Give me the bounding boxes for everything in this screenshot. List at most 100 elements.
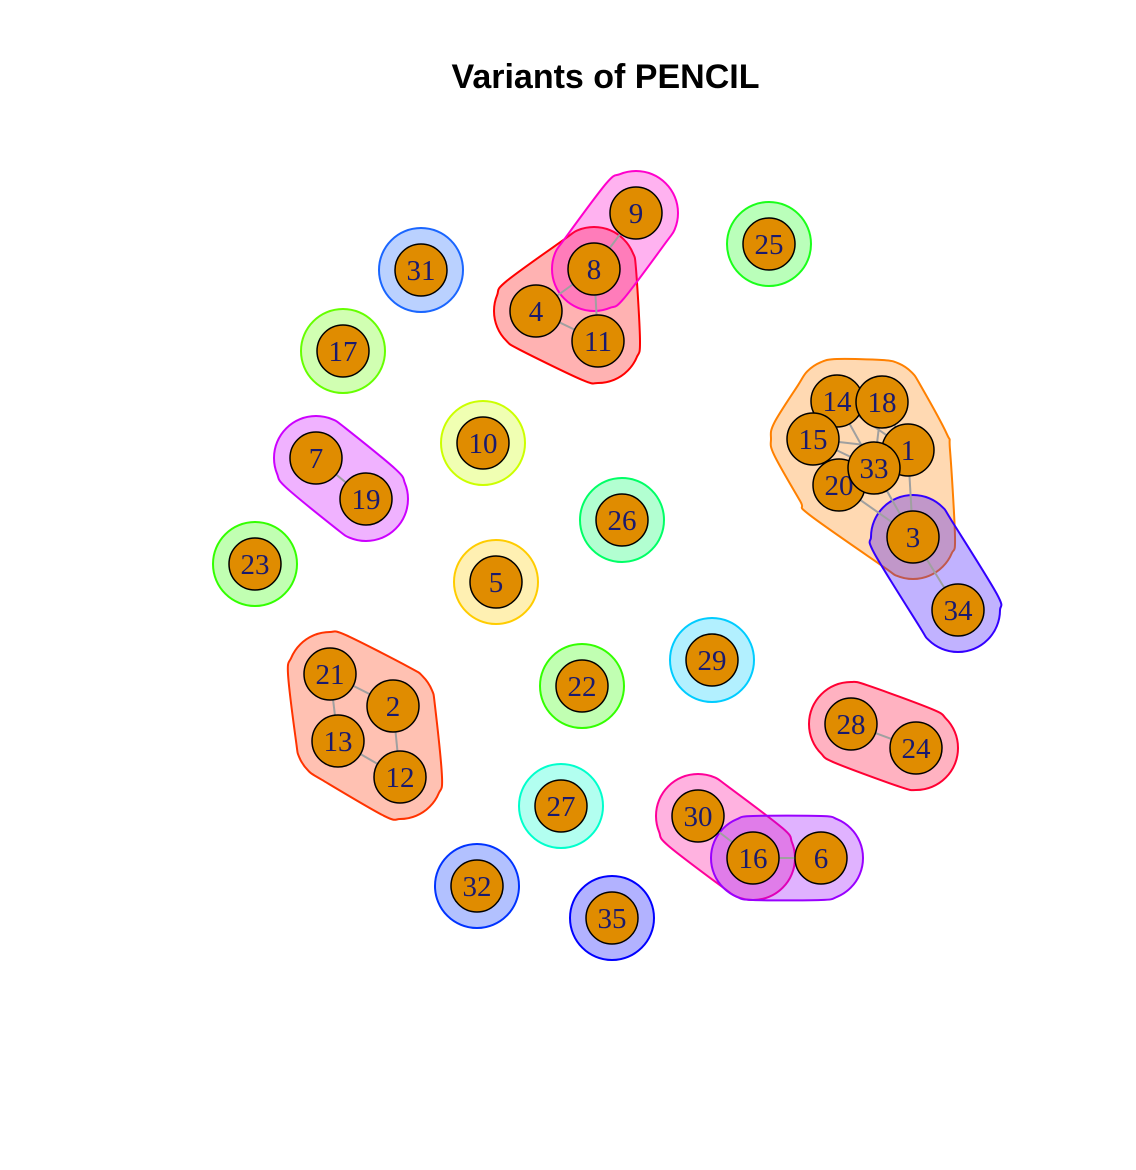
node-circle <box>571 314 625 368</box>
node-label: 1 <box>901 435 916 467</box>
node-circle <box>456 416 510 470</box>
node-circle <box>685 633 739 687</box>
node-label: 15 <box>799 424 828 456</box>
node-32: 32 <box>450 859 504 913</box>
node-circle <box>671 789 725 843</box>
node-7: 7 <box>289 431 343 485</box>
node-5: 5 <box>469 555 523 609</box>
node-circle <box>534 779 588 833</box>
node-circle <box>609 186 663 240</box>
node-label: 6 <box>814 843 829 875</box>
node-circle <box>469 555 523 609</box>
node-label: 19 <box>352 484 381 516</box>
node-label: 16 <box>739 843 768 875</box>
node-label: 26 <box>608 505 637 537</box>
node-circle <box>555 659 609 713</box>
node-circle <box>311 714 365 768</box>
node-circle <box>824 697 878 751</box>
node-19: 19 <box>339 472 393 526</box>
node-14: 14 <box>810 374 864 428</box>
node-label: 30 <box>684 801 713 833</box>
node-9: 9 <box>609 186 663 240</box>
node-label: 32 <box>463 871 492 903</box>
node-21: 21 <box>303 647 357 701</box>
node-15: 15 <box>786 412 840 466</box>
node-circle <box>742 217 796 271</box>
node-12: 12 <box>373 750 427 804</box>
node-10: 10 <box>456 416 510 470</box>
node-23: 23 <box>228 537 282 591</box>
node-3: 3 <box>886 510 940 564</box>
node-label: 21 <box>316 659 345 691</box>
node-label: 29 <box>698 645 727 677</box>
node-circle <box>373 750 427 804</box>
node-22: 22 <box>555 659 609 713</box>
node-label: 2 <box>386 691 401 723</box>
node-18: 18 <box>855 375 909 429</box>
node-24: 24 <box>889 721 943 775</box>
node-circle <box>228 537 282 591</box>
node-25: 25 <box>742 217 796 271</box>
node-label: 34 <box>944 595 974 627</box>
node-label: 10 <box>469 428 498 460</box>
node-33: 33 <box>847 441 901 495</box>
chart-title: Variants of PENCIL <box>451 58 760 96</box>
node-circle <box>886 510 940 564</box>
node-2: 2 <box>366 679 420 733</box>
node-circle <box>855 375 909 429</box>
node-label: 17 <box>329 336 358 368</box>
node-26: 26 <box>595 493 649 547</box>
node-circle <box>303 647 357 701</box>
node-27: 27 <box>534 779 588 833</box>
node-label: 27 <box>547 791 576 823</box>
node-circle <box>316 324 370 378</box>
node-28: 28 <box>824 697 878 751</box>
node-label: 28 <box>837 709 866 741</box>
node-circle <box>786 412 840 466</box>
node-circle <box>847 441 901 495</box>
node-label: 23 <box>241 549 270 581</box>
node-label: 25 <box>755 229 784 261</box>
node-label: 31 <box>407 255 436 287</box>
node-label: 18 <box>868 387 897 419</box>
node-circle <box>394 243 448 297</box>
node-label: 3 <box>906 522 921 554</box>
node-label: 35 <box>598 903 627 935</box>
node-label: 14 <box>823 386 853 418</box>
node-34: 34 <box>931 583 985 637</box>
node-6: 6 <box>794 831 848 885</box>
node-circle <box>931 583 985 637</box>
node-29: 29 <box>685 633 739 687</box>
node-13: 13 <box>311 714 365 768</box>
node-circle <box>794 831 848 885</box>
node-16: 16 <box>726 831 780 885</box>
node-circle <box>509 284 563 338</box>
node-label: 22 <box>568 671 597 703</box>
node-label: 13 <box>324 726 353 758</box>
node-label: 8 <box>587 254 602 286</box>
node-4: 4 <box>509 284 563 338</box>
node-circle <box>585 891 639 945</box>
node-11: 11 <box>571 314 625 368</box>
node-label: 9 <box>629 198 644 230</box>
node-circle <box>567 242 621 296</box>
node-label: 4 <box>529 296 544 328</box>
node-circle <box>339 472 393 526</box>
node-31: 31 <box>394 243 448 297</box>
node-17: 17 <box>316 324 370 378</box>
node-label: 5 <box>489 567 504 599</box>
node-30: 30 <box>671 789 725 843</box>
node-label: 12 <box>386 762 415 794</box>
node-35: 35 <box>585 891 639 945</box>
node-label: 11 <box>584 326 612 358</box>
node-circle <box>726 831 780 885</box>
node-label: 24 <box>902 733 932 765</box>
node-circle <box>366 679 420 733</box>
node-circle <box>595 493 649 547</box>
node-circle <box>289 431 343 485</box>
node-8: 8 <box>567 242 621 296</box>
node-label: 33 <box>860 453 889 485</box>
node-circle <box>889 721 943 775</box>
